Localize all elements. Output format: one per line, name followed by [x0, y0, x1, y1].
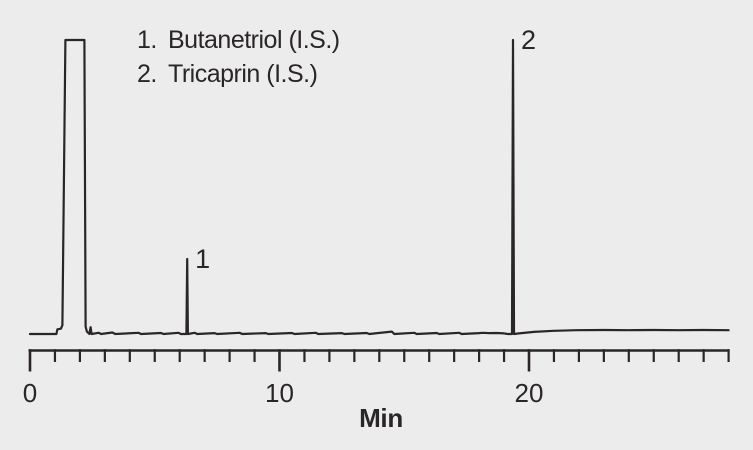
peak-label-1: 1: [195, 244, 210, 274]
legend-item-number: 2.: [137, 60, 157, 88]
x-axis-tick-label: 0: [23, 378, 37, 408]
x-axis-tick-label: 10: [265, 378, 294, 408]
legend-item-name: Tricaprin (I.S.): [168, 60, 318, 88]
chromatogram-trace: [28, 38, 730, 336]
peak-label-2: 2: [521, 25, 536, 55]
legend-item-1: 1. Butanetriol (I.S.): [137, 23, 340, 57]
legend-item-name: Butanetriol (I.S.): [168, 26, 340, 54]
x-axis-tick-label: 20: [515, 378, 544, 408]
x-axis-title: Min: [359, 403, 403, 433]
legend-item-number: 1.: [137, 26, 157, 54]
peak-legend: 1. Butanetriol (I.S.) 2. Tricaprin (I.S.…: [137, 23, 340, 91]
legend-item-2: 2. Tricaprin (I.S.): [137, 57, 340, 91]
